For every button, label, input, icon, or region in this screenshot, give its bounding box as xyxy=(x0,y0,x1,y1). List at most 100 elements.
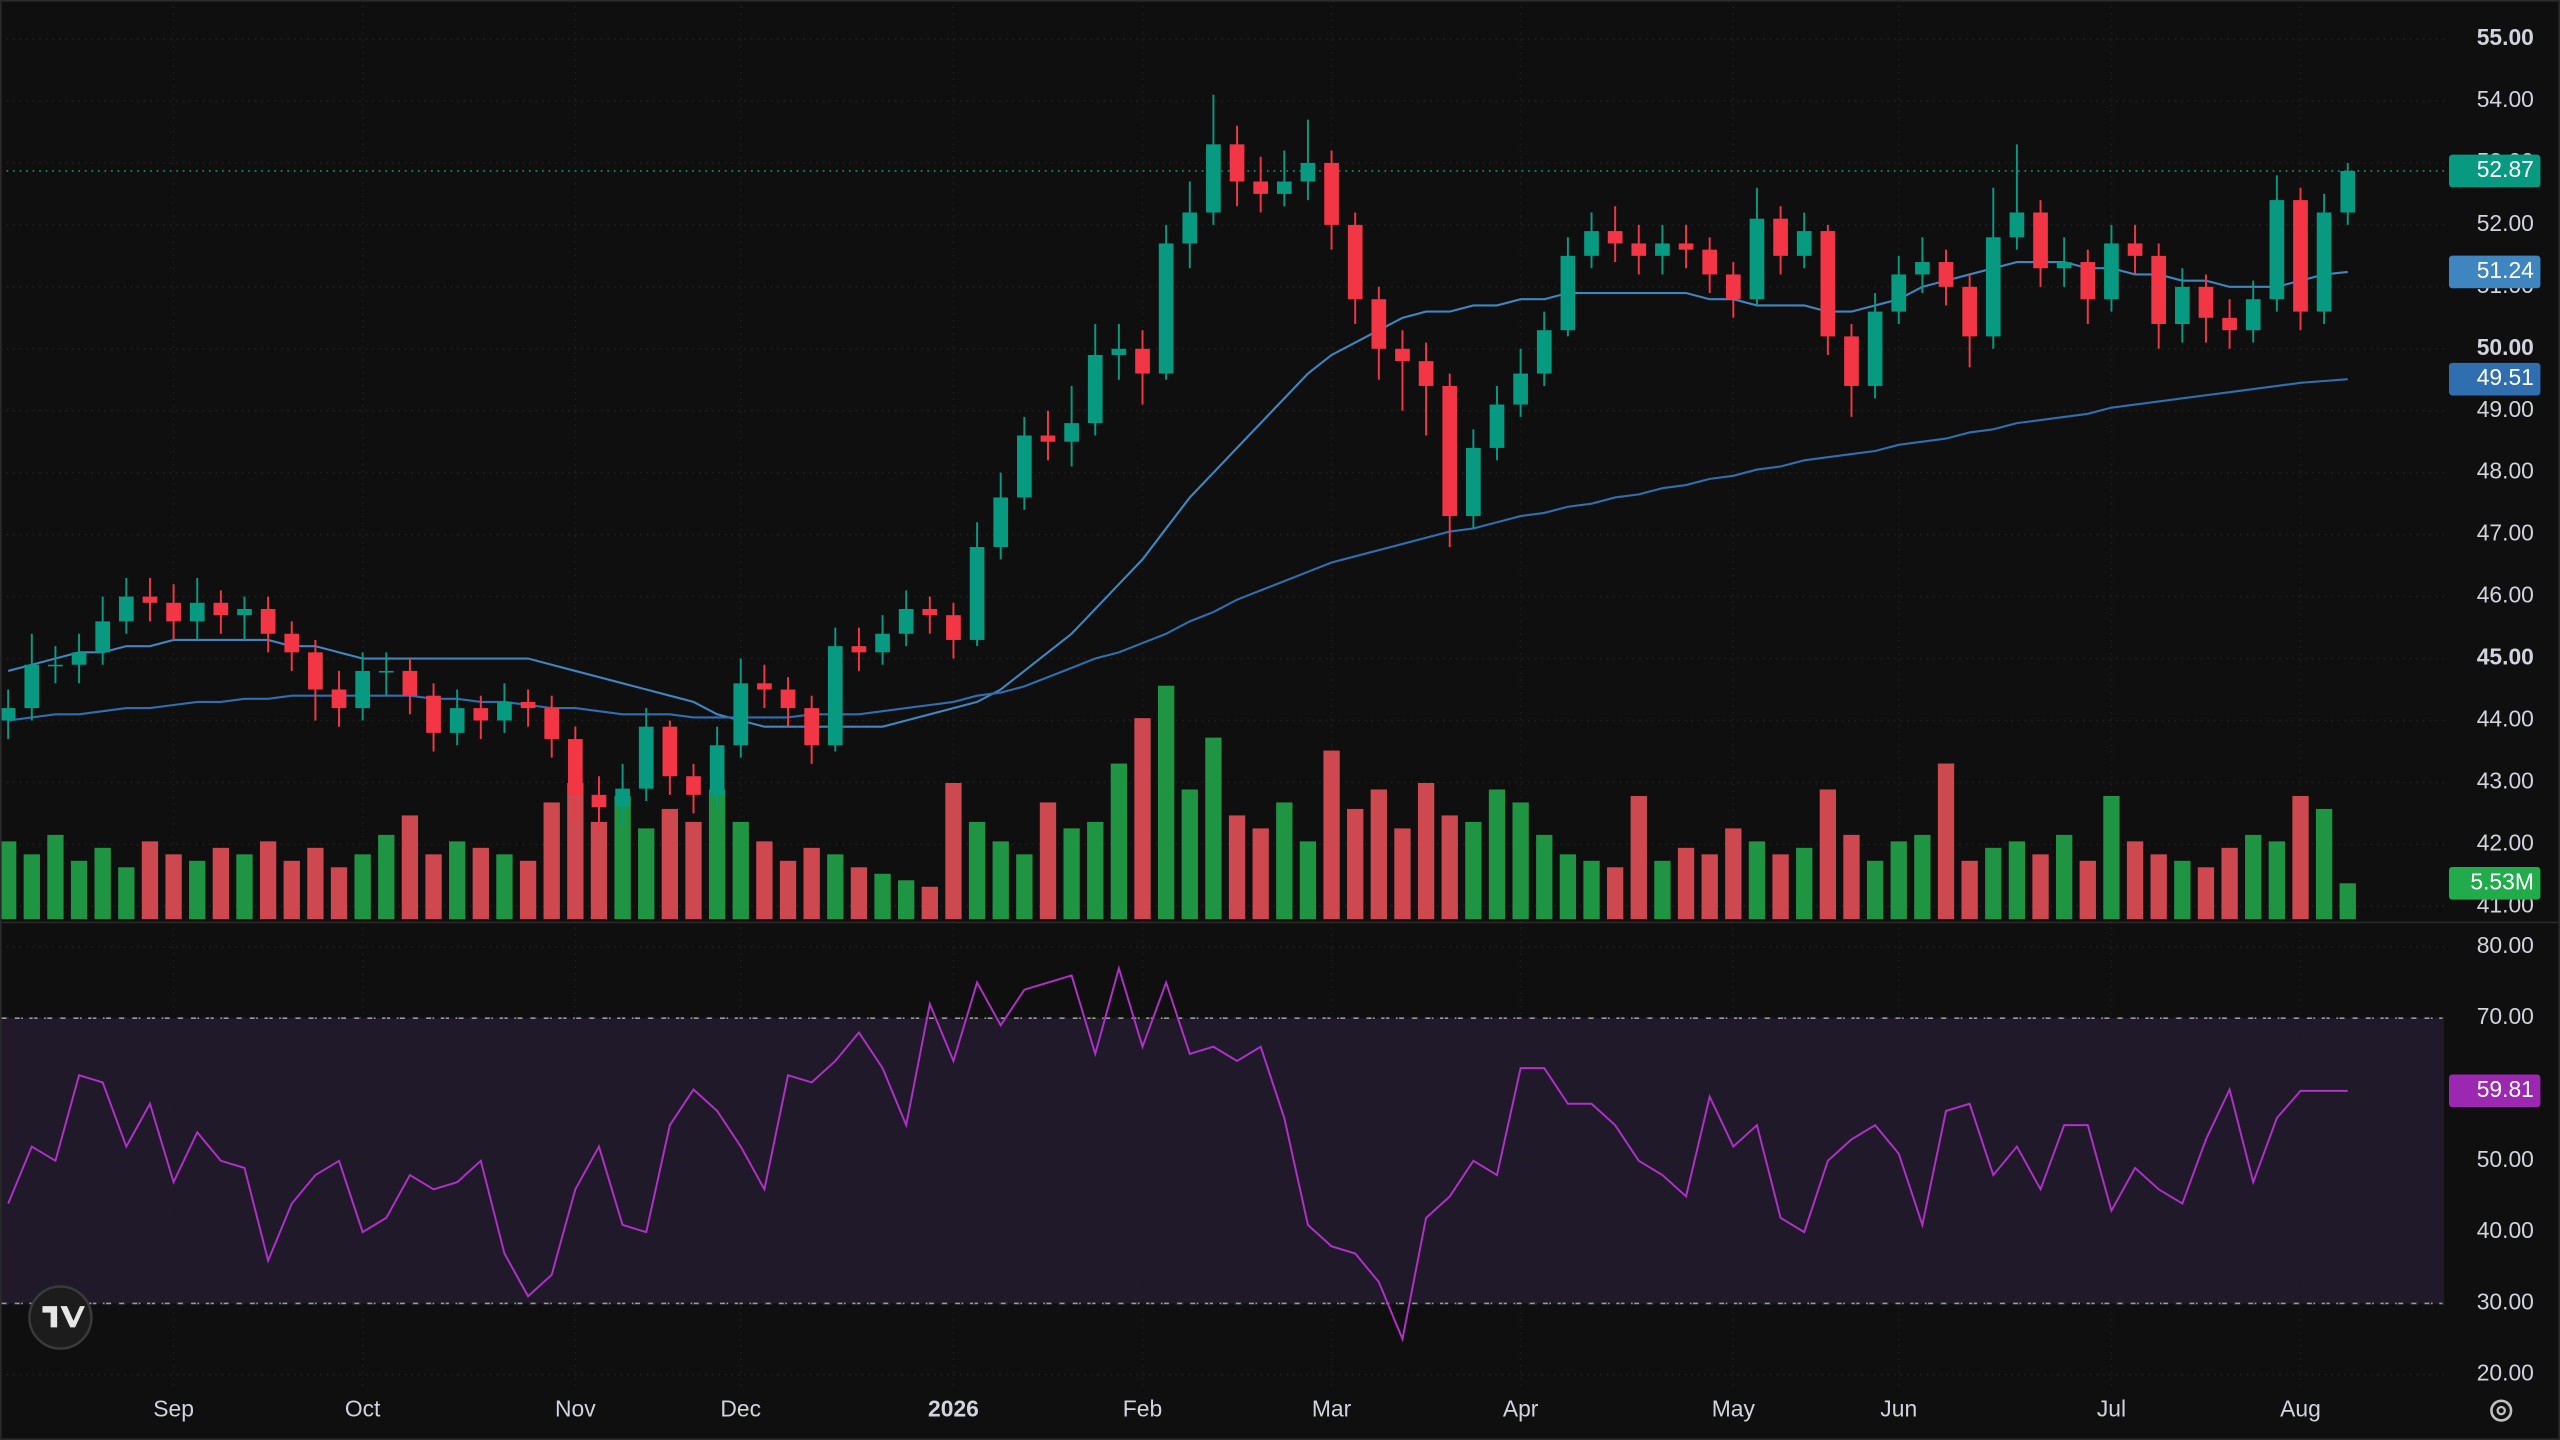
y-tick-label: 45.00 xyxy=(2477,644,2534,670)
candle-body xyxy=(780,689,796,709)
candle-body xyxy=(1253,181,1269,194)
volume-bar xyxy=(1323,750,1340,920)
gear-hub xyxy=(2496,1405,2506,1416)
candle-body xyxy=(1773,218,1788,256)
volume-bar xyxy=(47,834,64,920)
volume-bar xyxy=(1559,854,1577,920)
candle-body xyxy=(686,776,701,795)
logo[interactable] xyxy=(28,1285,93,1350)
moving-average-line xyxy=(7,260,2348,728)
volume-bar xyxy=(2056,834,2073,920)
volume-bar xyxy=(2292,795,2309,920)
volume-bar xyxy=(496,854,513,920)
candle-body xyxy=(71,652,87,665)
candle-body xyxy=(875,633,890,653)
candle-body xyxy=(95,621,111,653)
candle-body xyxy=(1584,231,1599,256)
volume-bar xyxy=(1181,789,1198,920)
volume-bar xyxy=(165,854,182,920)
candle-body xyxy=(898,608,914,634)
candle-body xyxy=(118,596,134,622)
volume-bar xyxy=(141,841,159,920)
volume-bar xyxy=(590,821,608,920)
x-tick-label: 2026 xyxy=(928,1396,979,1422)
volume-bar xyxy=(2245,834,2262,920)
volume-bar xyxy=(1866,860,1884,920)
candle-body xyxy=(2056,262,2072,269)
rsi-tag-bg xyxy=(2448,1074,2541,1108)
candle-body xyxy=(733,683,749,746)
candle-body xyxy=(615,788,630,808)
candle-body xyxy=(1631,243,1647,256)
volume-tag-bg xyxy=(2448,866,2541,900)
volume-bar xyxy=(1134,718,1151,920)
candle-body xyxy=(1064,423,1079,442)
x-tick-label: Dec xyxy=(720,1396,761,1422)
volume-bar xyxy=(189,860,206,920)
volume-bar xyxy=(472,847,489,920)
y-tick-label: 42.00 xyxy=(2477,829,2534,855)
volume-bar xyxy=(1228,815,1246,920)
y-tick-label: 49.00 xyxy=(2477,396,2534,422)
volume-bar xyxy=(1772,854,1789,920)
volume-bar xyxy=(992,841,1009,920)
volume-bar xyxy=(638,828,655,920)
x-tick-label: Mar xyxy=(1312,1396,1352,1422)
moving-average-tag: 51.24 xyxy=(2477,257,2534,283)
volume-bar xyxy=(1347,808,1364,920)
y-tick-label: 50.00 xyxy=(2477,334,2534,360)
volume-bar xyxy=(1370,789,1387,920)
settings-icon[interactable] xyxy=(2490,1399,2513,1422)
candle-body xyxy=(1536,330,1552,374)
x-tick-label: Feb xyxy=(1123,1396,1162,1422)
candle-body xyxy=(2222,317,2237,331)
candle-body xyxy=(591,794,607,808)
candle-body xyxy=(1206,144,1221,213)
candle-body xyxy=(24,664,40,709)
volume-bar xyxy=(803,847,820,920)
volume-bar xyxy=(2032,854,2049,920)
volume-bar xyxy=(2174,860,2191,920)
x-tick-label: Aug xyxy=(2280,1396,2321,1422)
candle-body xyxy=(1017,435,1032,498)
volume-bar xyxy=(968,821,986,920)
volume-bar xyxy=(1701,854,1718,920)
candle-body xyxy=(520,701,536,709)
moving-average-tag-bg xyxy=(2448,255,2541,289)
volume-bar xyxy=(2126,841,2144,920)
y-tick-label: 46.00 xyxy=(2477,582,2534,608)
plot xyxy=(0,94,2356,1343)
volume-tag: 5.53M xyxy=(2470,868,2534,894)
volume-bar xyxy=(685,821,702,920)
moving-average-tag-bg xyxy=(2448,362,2541,396)
rsi-line xyxy=(7,964,2348,1343)
candle-body xyxy=(638,726,654,789)
y-tick-label: 30.00 xyxy=(2477,1288,2534,1314)
candle-body xyxy=(48,664,63,667)
volume-bar xyxy=(212,847,230,920)
volume-bar xyxy=(401,815,419,920)
y-tick-label: 70.00 xyxy=(2477,1003,2534,1029)
x-tick-label: Jun xyxy=(1880,1396,1917,1422)
y-tick-label: 80.00 xyxy=(2477,932,2534,958)
volume-bar xyxy=(330,867,348,920)
candle-body xyxy=(331,689,347,709)
volume-bar xyxy=(2268,841,2286,920)
candle-body xyxy=(2033,212,2048,269)
volume-bar xyxy=(2339,883,2356,920)
volume-bar xyxy=(1441,815,1458,920)
volume-bar xyxy=(1606,867,1624,920)
candle-body xyxy=(0,708,16,721)
candle-body xyxy=(189,602,205,622)
volume-bar xyxy=(1276,802,1293,920)
candle-body xyxy=(1820,231,1836,337)
candle-body xyxy=(284,633,300,653)
candle-body xyxy=(1300,162,1316,182)
candle-body xyxy=(1702,249,1718,275)
volume-bar xyxy=(1087,821,1104,920)
rsi-tag: 59.81 xyxy=(2477,1076,2534,1102)
candle-body xyxy=(2104,243,2119,300)
candle-body xyxy=(1158,243,1174,374)
volume-bar xyxy=(1110,763,1128,920)
